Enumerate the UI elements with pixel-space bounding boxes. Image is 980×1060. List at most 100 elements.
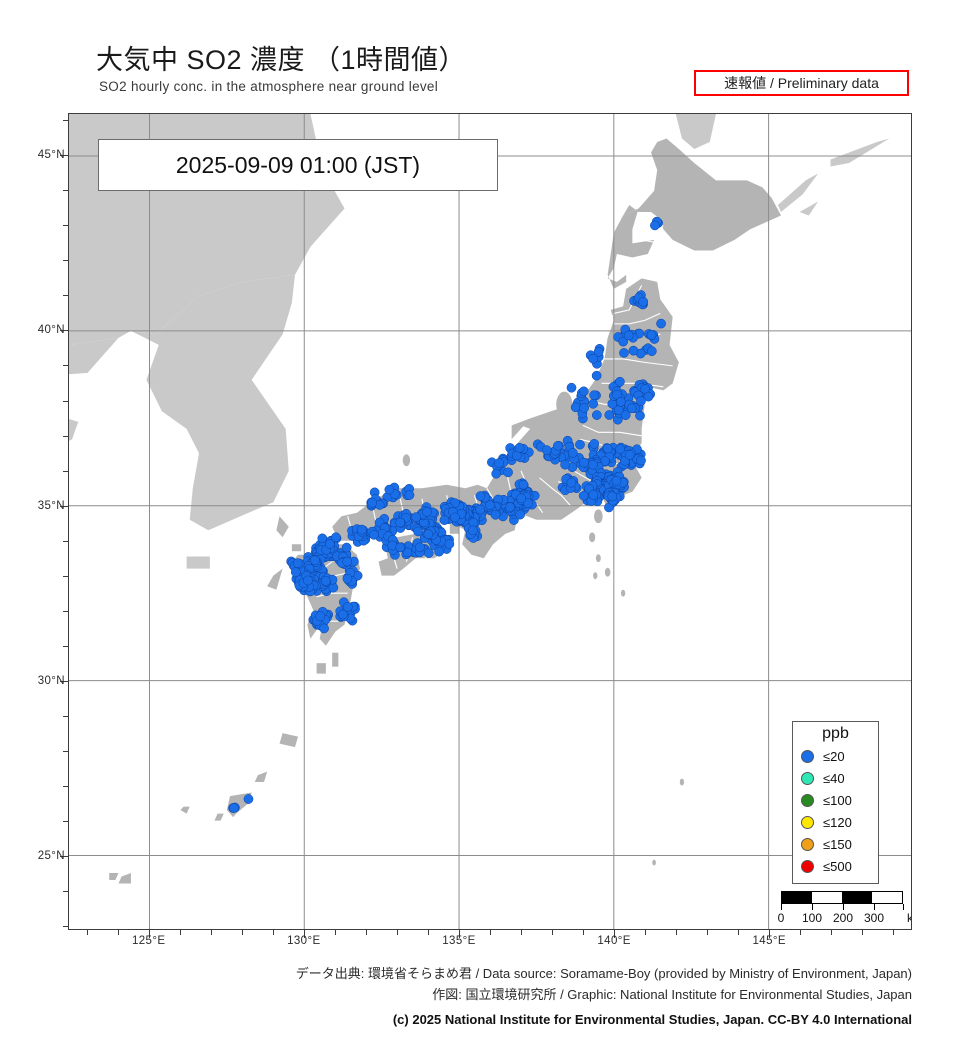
x-axis-label: 125°E (131, 935, 166, 947)
y-axis-minor-tick (63, 365, 68, 367)
island-polygon (652, 859, 656, 866)
landmass-polygon (214, 813, 224, 821)
scale-bar-labels: km 0 100 200 300 (778, 911, 911, 927)
station-marker (553, 440, 563, 451)
station-marker (615, 444, 626, 454)
y-axis-minor-tick (63, 225, 68, 227)
y-axis-minor-tick (63, 470, 68, 472)
scale-bar-ticks (781, 904, 904, 910)
prefecture-border (316, 592, 348, 598)
scale-bar: km 0 100 200 300 (778, 891, 911, 927)
x-axis-minor-tick (179, 930, 181, 935)
station-marker (411, 512, 422, 522)
station-marker (384, 484, 395, 495)
scale-bar-unit: km (907, 911, 911, 925)
landmass-polygon (267, 568, 283, 590)
legend-item-label: ≤120 (823, 814, 852, 830)
legend-item-2: ≤40 (793, 767, 878, 789)
x-axis-label: 135°E (442, 935, 476, 947)
footer: データ出典: 環境省そらまめ君 / Data source: Soramame-… (0, 963, 980, 1030)
y-axis-minor-tick (63, 645, 68, 647)
station-marker (541, 445, 552, 455)
station-marker (467, 525, 478, 536)
station-marker (395, 542, 406, 553)
x-axis-tick (769, 930, 771, 938)
legend-item-5: ≤150 (793, 833, 878, 855)
landmass-polygon (777, 173, 819, 212)
station-marker (579, 457, 589, 468)
station-marker (475, 491, 486, 501)
station-marker (505, 502, 515, 512)
x-axis-minor-tick (831, 930, 833, 935)
station-marker (514, 442, 525, 453)
landmass-polygon (623, 138, 782, 251)
station-marker (413, 526, 423, 537)
landmass-polygon (254, 771, 268, 783)
x-axis-label: 140°E (597, 935, 631, 947)
station-marker (638, 296, 649, 307)
station-marker (588, 459, 598, 470)
landmass-polygon (291, 544, 302, 552)
legend-item-label: ≤150 (823, 836, 852, 852)
x-axis-minor-tick (707, 930, 709, 935)
station-marker (490, 509, 501, 520)
station-marker (578, 386, 589, 397)
station-marker (619, 348, 629, 358)
x-axis-minor-tick (86, 930, 88, 935)
station-marker (579, 403, 590, 413)
scale-tick-label: 200 (832, 911, 854, 925)
station-marker (650, 220, 660, 231)
station-marker (591, 370, 602, 381)
x-axis-label: 145°E (752, 935, 786, 947)
legend-item-1: ≤20 (793, 745, 878, 767)
station-marker (523, 498, 533, 509)
island-polygon (556, 391, 573, 418)
x-axis-minor-tick (490, 930, 491, 935)
scale-seg-4 (872, 892, 902, 903)
scale-seg-3 (842, 892, 872, 903)
station-marker (566, 382, 577, 393)
station-marker (290, 567, 301, 577)
landmass-polygon (279, 733, 299, 748)
legend-item-label: ≤40 (823, 770, 845, 786)
station-marker (628, 345, 639, 356)
footer-copyright: (c) 2025 National Institute for Environm… (392, 1012, 912, 1027)
y-axis-minor-tick (63, 716, 68, 718)
station-marker (589, 439, 600, 449)
y-axis-minor-tick (63, 190, 68, 192)
station-marker (319, 623, 329, 634)
island-polygon (589, 532, 596, 543)
island-polygon (402, 454, 411, 467)
page-title: 大気中 SO2 濃度 （1時間値） (96, 45, 467, 75)
legend-item-label: ≤500 (823, 858, 852, 874)
scale-bar-segments (781, 891, 903, 904)
station-marker (515, 509, 525, 520)
station-marker (423, 548, 434, 558)
station-marker (292, 558, 303, 569)
legend-color-swatch (801, 793, 814, 807)
landmass-polygon (316, 663, 326, 674)
station-marker (656, 318, 666, 329)
x-axis-tick (148, 930, 150, 938)
legend-color-swatch (801, 859, 814, 873)
station-marker (315, 611, 326, 622)
landmass-polygon (830, 138, 890, 167)
landmass-polygon (69, 337, 119, 716)
x-axis-minor-tick (738, 930, 740, 935)
scale-tick-label: 300 (863, 911, 885, 925)
legend-item-4: ≤120 (793, 811, 878, 833)
x-axis-tick (303, 930, 305, 938)
station-marker (485, 500, 495, 511)
station-marker (615, 376, 625, 387)
y-axis-minor-tick (63, 610, 68, 612)
station-marker (588, 398, 598, 409)
map-plot-area[interactable]: 2025-09-09 01:00 (JST) ppb ≤20 ≤40 ≤100 ≤12… (68, 113, 912, 930)
island-polygon (593, 572, 598, 580)
station-marker (566, 477, 577, 488)
station-marker (623, 330, 634, 341)
station-marker (589, 390, 599, 401)
x-axis-minor-tick (365, 930, 367, 935)
station-marker (310, 555, 320, 566)
page-subtitle: SO2 hourly conc. in the atmosphere near … (99, 79, 439, 94)
x-axis-minor-tick (552, 930, 554, 935)
